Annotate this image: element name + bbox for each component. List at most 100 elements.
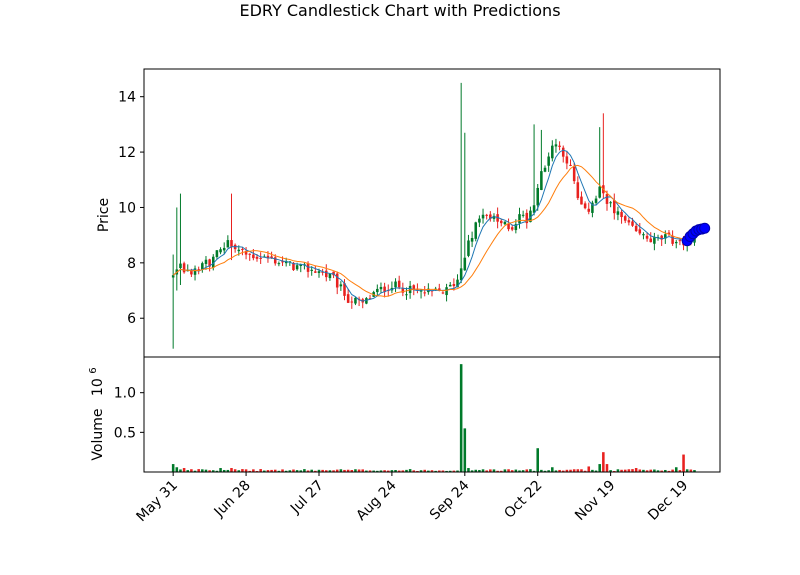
x-tick-label: Aug 24 [353,477,399,523]
volume-bar [204,469,208,472]
volume-bar [438,470,441,472]
candle-body [492,215,496,219]
volume-bar [499,470,503,472]
price-y-tick-label: 14 [118,90,136,106]
candle-body [485,214,488,216]
volume-y-tick-label: 0.5 [114,425,136,441]
volume-bar [572,469,576,472]
price-y-ticks: 6 8 10 12 14 [118,90,144,327]
volume-bar [430,470,434,472]
candle-body [667,232,671,235]
volume-bar [653,469,656,472]
volume-axis-label-group: Volume 10 6 [88,367,106,460]
candle-body [510,227,514,230]
volume-bar [295,470,299,472]
volume-bar [365,470,368,472]
candle-body [219,249,222,253]
volume-bar [288,470,292,472]
candle-body [540,171,543,191]
volume-bar [277,470,281,472]
candle-body [456,279,459,288]
candle-body [525,212,529,224]
candle-body [226,240,230,248]
price-y-tick-label: 10 [118,200,136,216]
volume-bar [631,469,634,472]
volume-bar [190,469,193,472]
candle-body [645,235,649,239]
volume-bar [689,469,693,472]
volume-bar [667,470,671,472]
candle-body [441,292,445,294]
volume-bar [401,470,405,472]
volume-bar [514,469,518,472]
price-y-tick-label: 8 [127,256,136,272]
volume-bar [583,470,587,472]
volume-bar [642,469,645,472]
volume-bar [569,469,572,472]
volume-bar [386,470,390,472]
candle-body [467,240,470,256]
volume-bar [394,469,397,472]
volume-bar [478,469,481,472]
volume-bar [405,469,408,472]
volume-bar [554,470,558,472]
candle-body [613,200,616,214]
volume-bar [208,470,211,472]
candle-body [244,251,248,255]
candle-body [463,257,467,271]
candle-body [438,288,441,291]
volume-bar [263,470,266,472]
volume-bar [671,469,674,472]
volume-bar [587,466,591,472]
candle-body [474,222,478,239]
volume-bar [339,469,343,472]
volume-bar [503,469,507,472]
candle-body [412,285,416,290]
volume-bar [325,470,328,472]
candle-body [343,283,346,296]
x-tick-label: Jul 27 [287,478,327,518]
x-tick-label: May 31 [133,478,181,526]
candle-body [346,294,350,303]
prediction-point [699,222,711,234]
volume-bar [510,470,514,472]
volume-bar [171,464,175,472]
volume-bar [532,470,536,472]
volume-bar [485,470,488,472]
candle-body [551,145,554,159]
candle-body [394,281,397,288]
candle-body [576,182,580,199]
volume-bar [634,468,638,472]
volume-bar [693,470,696,472]
price-y-tick-label: 6 [127,311,136,327]
volume-bar [525,469,529,472]
candle-body [580,196,583,205]
volume-axis-exponent-power: 6 [88,367,99,373]
candle-body [201,263,204,270]
candle-body [259,257,262,259]
candle-body [354,297,357,304]
volume-bar [182,468,186,472]
candle-body [182,263,186,273]
moving-average-short-line [172,149,695,302]
price-panel-frame [144,69,720,357]
candle-body [237,249,241,252]
volume-bar [445,470,448,472]
candle-body [252,254,255,259]
candle-body [543,167,547,172]
candle-body [674,241,678,244]
candle-body [660,235,663,240]
volume-bar [507,469,510,472]
volume-bar [397,470,401,472]
candle-body [277,263,281,265]
volume-bar [594,470,598,472]
volume-bar [623,469,627,472]
volume-bar [664,469,667,472]
volume-bar [598,464,601,472]
candle-body [419,290,423,292]
x-tick-label: Dec 19 [645,478,691,524]
candle-body [266,255,270,259]
volume-bar [551,467,554,472]
volume-bar [357,469,361,472]
candle-body [376,288,379,293]
